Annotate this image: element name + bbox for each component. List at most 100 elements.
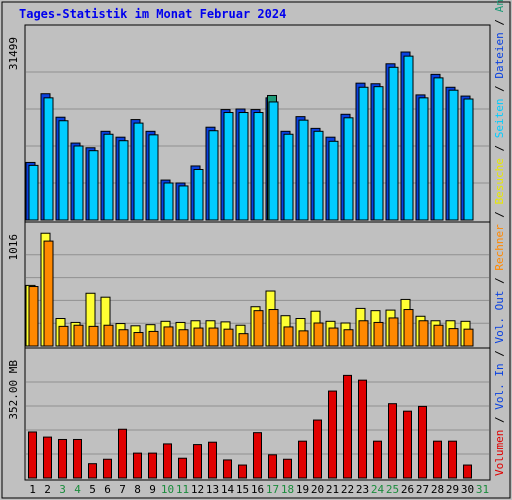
legend-part: Besuche: [493, 158, 506, 204]
bar-rechner: [283, 326, 294, 347]
legend-part: /: [493, 271, 506, 291]
bar-rechner: [163, 326, 174, 347]
bar-volumen: [88, 463, 97, 479]
bar-dateien: [223, 112, 234, 221]
x-tick-label: 20: [311, 483, 324, 496]
bar-dateien: [268, 101, 279, 221]
bar-volumen: [268, 454, 277, 479]
x-tick-label: 28: [431, 483, 444, 496]
x-tick-label: 12: [191, 483, 204, 496]
legend-part: /: [493, 410, 506, 430]
bar-dateien: [418, 97, 429, 221]
legend-part: Vol. In: [493, 363, 506, 409]
x-tick-label: 18: [281, 483, 294, 496]
bar-rechner: [448, 328, 459, 347]
y-axis-max-label: 352.00 MB: [7, 360, 20, 420]
bar-rechner: [418, 320, 429, 347]
bar-dateien: [73, 145, 84, 221]
bar-rechner: [193, 327, 204, 347]
legend-part: Dateien: [493, 32, 506, 78]
bar-dateien: [238, 112, 249, 221]
bar-volumen: [313, 419, 322, 479]
bar-rechner: [343, 329, 354, 347]
bar-dateien: [133, 122, 144, 221]
bar-rechner: [358, 320, 369, 347]
bar-dateien: [343, 117, 354, 221]
bar-volumen: [418, 405, 427, 479]
bar-dateien: [253, 112, 264, 221]
bar-volumen: [43, 436, 52, 479]
bar-dateien: [28, 164, 39, 221]
bar-volumen: [283, 458, 292, 479]
bar-dateien: [103, 133, 114, 221]
bar-rechner: [388, 317, 399, 347]
legend-part: Anfragen: [493, 0, 506, 12]
bar-volumen: [223, 459, 232, 479]
bar-volumen: [448, 440, 457, 479]
bar-dateien: [163, 182, 174, 221]
bar-rechner: [313, 322, 324, 347]
bar-rechner: [298, 330, 309, 347]
bar-rechner: [223, 328, 234, 347]
x-tick-label: 14: [221, 483, 235, 496]
bar-volumen: [433, 440, 442, 479]
bar-dateien: [433, 77, 444, 221]
x-tick-label: 3: [59, 483, 66, 496]
bar-volumen: [163, 443, 172, 479]
legend-part: Volumen: [493, 430, 506, 476]
bar-rechner: [148, 330, 159, 347]
bar-dateien: [313, 130, 324, 221]
bar-dateien: [58, 120, 69, 221]
x-tick-label: 26: [401, 483, 414, 496]
bar-rechner: [328, 327, 339, 347]
bar-dateien: [328, 140, 339, 221]
bar-volumen: [193, 444, 202, 479]
legend-part: Vol. Out: [493, 291, 506, 344]
bar-rechner: [73, 324, 84, 347]
bar-rechner: [373, 321, 384, 347]
bar-rechner: [103, 324, 114, 347]
x-tick-label: 13: [206, 483, 219, 496]
x-tick-label: 15: [236, 483, 249, 496]
x-tick-label: 30: [461, 483, 474, 496]
x-tick-label: 16: [251, 483, 264, 496]
bar-dateien: [403, 55, 414, 221]
bar-dateien: [43, 97, 54, 221]
bar-dateien: [448, 89, 459, 221]
bar-volumen: [238, 464, 247, 479]
x-tick-label: 4: [74, 483, 81, 496]
x-tick-label: 6: [104, 483, 111, 496]
bar-dateien: [283, 133, 294, 221]
bar-dateien: [373, 86, 384, 221]
right-legend: Volumen / Vol. In / Vol. Out / Rechner /…: [493, 0, 506, 476]
chart-title: Tages-Statistik im Monat Februar 2024: [19, 7, 286, 21]
panel-visits: 1016: [7, 221, 491, 349]
legend-part: /: [493, 204, 506, 224]
bar-volumen: [58, 438, 67, 479]
bar-volumen: [178, 457, 187, 479]
panel-volume: 352.00 MB: [7, 347, 491, 481]
legend-part: /: [493, 79, 506, 99]
bar-volumen: [358, 379, 367, 479]
bar-rechner: [403, 309, 414, 347]
bar-dateien: [463, 98, 474, 221]
bar-dateien: [118, 140, 129, 221]
x-tick-label: 23: [356, 483, 369, 496]
y-axis-max-label: 1016: [7, 234, 20, 261]
bar-rechner: [28, 286, 39, 347]
x-tick-label: 10: [161, 483, 174, 496]
bar-volumen: [298, 440, 307, 479]
x-tick-label: 24: [371, 483, 385, 496]
y-axis-max-label: 31499: [7, 37, 20, 70]
bar-volumen: [28, 431, 37, 479]
x-tick-label: 25: [386, 483, 399, 496]
bar-rechner: [463, 328, 474, 347]
bar-rechner: [118, 329, 129, 347]
legend-part: /: [493, 12, 506, 32]
bar-rechner: [58, 325, 69, 347]
legend-part: Rechner: [493, 224, 506, 271]
bar-volumen: [208, 441, 217, 479]
legend-part: /: [493, 138, 506, 158]
